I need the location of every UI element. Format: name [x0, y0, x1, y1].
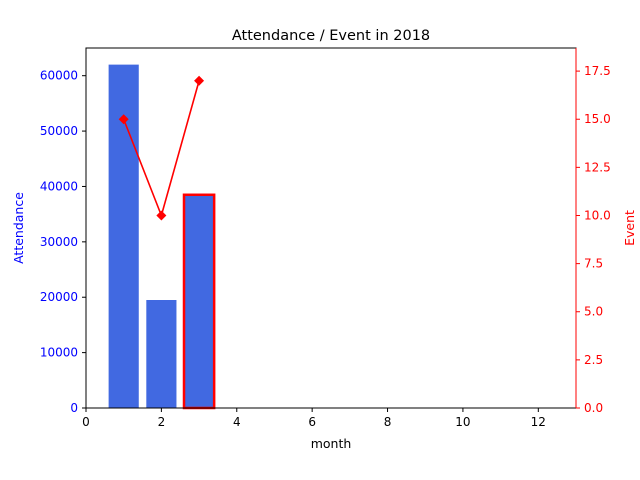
- x-tick-label: 10: [455, 415, 470, 429]
- y-right-tick-label: 17.5: [584, 64, 611, 78]
- x-tick-label: 4: [233, 415, 241, 429]
- x-axis-label: month: [311, 436, 352, 451]
- y-left-tick-label: 40000: [40, 179, 78, 193]
- line-layer: [118, 75, 205, 221]
- y-left-tick-label: 0: [70, 401, 78, 415]
- bar: [146, 300, 177, 408]
- y-right-tick-label: 0.0: [584, 401, 603, 415]
- y-axis-left-label: Attendance: [11, 192, 26, 264]
- axes-layer: 0 2 4 6 8 10 12 0 10000 20000 30000 40000 50000 60000…: [40, 48, 611, 429]
- y-right-tick-label: 10.0: [584, 208, 611, 222]
- x-tick-label: 6: [308, 415, 316, 429]
- x-tick-label: 12: [531, 415, 546, 429]
- y-right-tick-label: 7.5: [584, 257, 603, 271]
- y-right-tick-label: 12.5: [584, 160, 611, 174]
- x-tick-label: 0: [82, 415, 90, 429]
- event-marker: [194, 75, 205, 86]
- y-right-tick-label: 2.5: [584, 353, 603, 367]
- x-tick-label: 8: [384, 415, 392, 429]
- y-right-tick-label: 5.0: [584, 305, 603, 319]
- x-tick-label: 2: [158, 415, 166, 429]
- bar-highlighted: [182, 193, 216, 410]
- y-left-tick-label: 10000: [40, 346, 78, 360]
- y-axis-right-label: Event: [622, 210, 637, 246]
- chart-title: Attendance / Event in 2018: [232, 28, 430, 44]
- event-marker: [156, 210, 167, 221]
- event-marker: [118, 114, 129, 125]
- y-left-tick-label: 20000: [40, 290, 78, 304]
- y-left-tick-label: 30000: [40, 235, 78, 249]
- y-left-tick-label: 50000: [40, 124, 78, 138]
- y-right-tick-label: 15.0: [584, 112, 611, 126]
- y-left-tick-label: 60000: [40, 69, 78, 83]
